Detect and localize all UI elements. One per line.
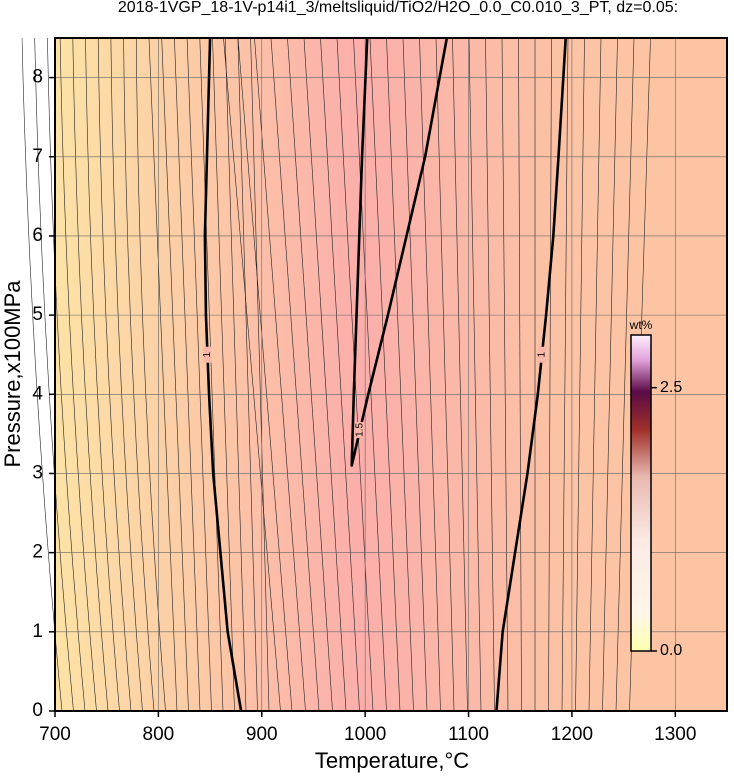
thin-contour <box>35 38 74 711</box>
y-tick-label: 8 <box>32 67 43 88</box>
thin-contour <box>576 38 585 711</box>
y-tick-label: 1 <box>32 621 43 642</box>
contour-line <box>203 37 243 712</box>
x-tick-label: 800 <box>143 724 175 745</box>
thin-contour <box>73 38 108 711</box>
y-tick-label: 2 <box>32 542 43 563</box>
thin-contour <box>238 38 292 711</box>
colorbar-tick-label: 0.0 <box>660 642 682 659</box>
thin-contour <box>304 38 346 711</box>
thin-contour <box>403 38 427 711</box>
thin-contour <box>420 38 441 711</box>
y-tick-label: 3 <box>32 462 43 483</box>
thin-contour <box>271 38 319 711</box>
contour-label: 1 <box>537 351 548 357</box>
x-tick-label: 900 <box>246 724 278 745</box>
thin-contour <box>321 38 360 711</box>
thin-contour <box>213 38 235 711</box>
colorbar <box>630 334 652 652</box>
contour-label-bg <box>537 346 546 363</box>
thin-contour <box>22 38 62 711</box>
thin-contour <box>387 38 414 711</box>
thin-contour <box>98 38 131 711</box>
x-tick-label: 1100 <box>448 724 489 745</box>
thin-contour <box>589 38 601 711</box>
thin-contour <box>519 38 522 711</box>
thin-contour <box>354 38 387 711</box>
x-tick-label: 1200 <box>551 724 593 745</box>
x-tick-label: 1000 <box>344 724 386 745</box>
thin-contour <box>224 38 281 711</box>
thin-contour <box>60 38 96 711</box>
thin-contour <box>549 38 552 711</box>
thin-contour <box>251 38 269 711</box>
thin-contour <box>288 38 333 711</box>
thin-contour <box>162 38 189 711</box>
y-tick-label: 7 <box>32 146 43 167</box>
thin-contour <box>453 38 468 711</box>
x-axis-label: Temperature,°C <box>315 748 469 773</box>
thin-contour <box>174 38 200 711</box>
thin-contour <box>225 38 246 711</box>
thin-contour <box>111 38 143 711</box>
thin-contour <box>469 38 481 711</box>
thin-contour <box>436 38 454 711</box>
y-tick-label: 6 <box>32 225 43 246</box>
thin-contour <box>86 38 120 711</box>
plot-background <box>55 38 727 711</box>
contour-line <box>495 37 568 712</box>
plot-frame <box>54 37 728 712</box>
thin-contour <box>502 38 508 711</box>
thin-contour <box>149 38 177 711</box>
contour-label: 1 <box>202 351 213 357</box>
contour-label: 1.5 <box>355 423 366 437</box>
thin-contour <box>124 38 154 711</box>
thin-contour <box>603 38 618 711</box>
colorbar-label: wt% <box>629 318 653 332</box>
x-tick-label: 1300 <box>654 724 696 745</box>
thin-contours <box>22 38 651 711</box>
thin-contour <box>187 38 211 711</box>
thin-contour <box>562 38 568 711</box>
chart-title: 2018-1VGP_18-1V-p14i1_3/meltsliquid/TiO2… <box>118 0 678 16</box>
y-axis-label: Pressure,x100MPa <box>0 280 25 468</box>
colorbar-tick-label: 2.5 <box>660 379 682 396</box>
thin-contour <box>616 38 634 711</box>
thin-contour <box>200 38 223 711</box>
y-tick-label: 5 <box>32 304 43 325</box>
thin-contour <box>238 38 258 711</box>
y-tick-label: 4 <box>32 383 43 404</box>
thin-contour <box>47 38 85 711</box>
y-tick-label: 0 <box>32 700 43 721</box>
thin-contour <box>370 38 400 711</box>
contour-label-bg <box>203 346 212 363</box>
x-tick-label: 700 <box>39 724 71 745</box>
contour-label-bg <box>355 421 364 438</box>
thin-contour <box>486 38 495 711</box>
